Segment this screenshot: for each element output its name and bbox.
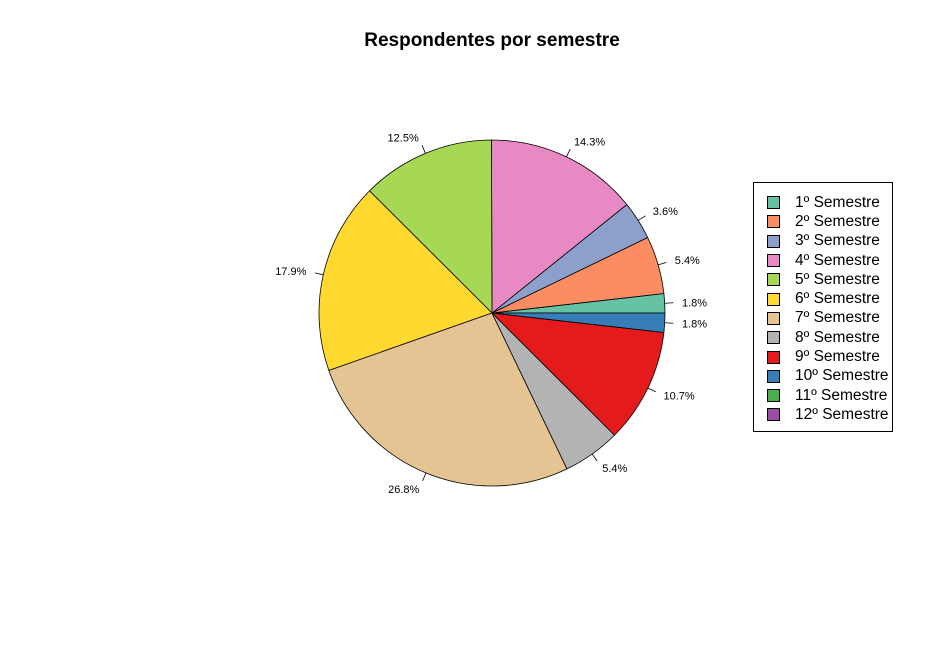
legend-swatch (767, 408, 780, 422)
pie-label-tick-9 (647, 387, 656, 393)
legend-label: 10º Semestre (795, 367, 889, 385)
pie-percent-label-7: 26.8% (388, 484, 419, 496)
legend-item: 1º Semestre (754, 193, 892, 212)
chart-title: Respondentes por semestre (364, 30, 620, 51)
legend-swatch (767, 292, 780, 306)
pie-label-tick-3 (637, 215, 646, 221)
legend-swatch (767, 369, 780, 383)
legend-label: 12º Semestre (795, 405, 889, 423)
legend-label: 1º Semestre (795, 193, 880, 211)
pie-label-tick-8 (591, 453, 598, 462)
pie-percent-label-4: 14.3% (574, 136, 605, 148)
legend-swatch (767, 254, 780, 268)
legend-item: 8º Semestre (754, 328, 892, 347)
legend-label: 2º Semestre (795, 212, 880, 230)
legend-label: 8º Semestre (795, 328, 880, 346)
legend-label: 3º Semestre (795, 232, 880, 250)
pie-percent-label-5: 12.5% (388, 132, 419, 144)
legend: 1º Semestre 2º Semestre 3º Semestre 4º Seme… (753, 182, 893, 432)
legend-item: 5º Semestre (754, 270, 892, 289)
pie-percent-labels: 1.8% 5.4% 3.6% 14.3% 12.5% 17.9% 26.8% 5.4% 10.7… (275, 132, 707, 496)
pie-percent-label-3: 3.6% (653, 206, 678, 218)
pie-slice-4 (491, 139, 628, 314)
pie-label-tick-4 (566, 148, 571, 158)
legend-swatch (767, 234, 780, 248)
legend-label: 5º Semestre (795, 270, 880, 288)
legend-label: 11º Semestre (795, 386, 888, 404)
pie-label-tick-5 (421, 145, 426, 154)
legend-item: 6º Semestre (754, 289, 892, 308)
legend-swatch (767, 311, 780, 325)
pie-percent-label-1: 1.8% (682, 297, 707, 309)
legend-swatch (767, 331, 780, 345)
pie-slice-9 (490, 312, 665, 436)
pie-percent-label-2: 5.4% (675, 255, 700, 267)
pie-label-tick-6 (314, 272, 324, 276)
legend-item: 2º Semestre (754, 212, 892, 231)
pie-percent-label-8: 5.4% (602, 463, 627, 475)
legend-swatch (767, 196, 780, 210)
pie-percent-label-6: 17.9% (275, 266, 306, 278)
legend-item: 10º Semestre (754, 367, 892, 386)
legend-label: 9º Semestre (795, 348, 880, 366)
legend-swatch (767, 389, 780, 403)
legend-label: 4º Semestre (795, 251, 880, 269)
legend-item: 4º Semestre (754, 251, 892, 270)
pie-slices (318, 139, 666, 487)
pie-percent-label-10: 1.8% (682, 319, 707, 331)
pie-label-tick-2 (658, 262, 667, 266)
legend-swatch (767, 273, 780, 287)
legend-swatch (767, 215, 780, 229)
legend-item: 11º Semestre (754, 386, 892, 405)
legend-item: 12º Semestre (754, 405, 892, 424)
legend-swatch (767, 350, 780, 364)
pie-slice-5 (368, 139, 493, 314)
pie-label-tick-7 (422, 472, 427, 482)
pie-label-ticks (314, 145, 674, 482)
legend-label: 6º Semestre (795, 290, 880, 308)
legend-item: 9º Semestre (754, 347, 892, 366)
legend-item: 7º Semestre (754, 309, 892, 328)
pie-percent-label-9: 10.7% (663, 390, 694, 402)
pie-slice-7 (328, 312, 568, 487)
legend-label: 7º Semestre (795, 309, 880, 327)
legend-item: 3º Semestre (754, 232, 892, 251)
